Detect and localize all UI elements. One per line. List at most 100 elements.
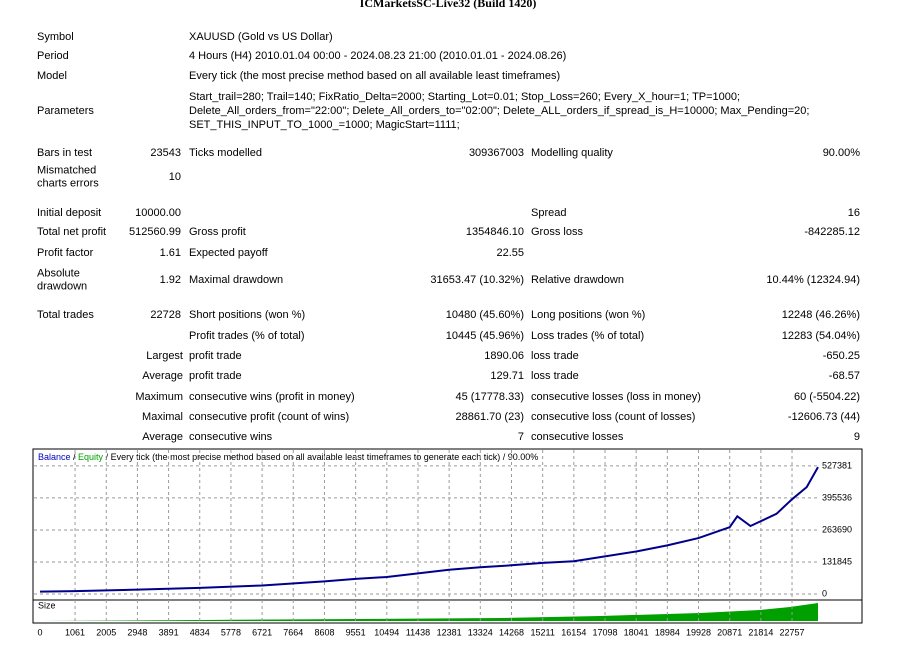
row-label: consecutive wins (profit in money) xyxy=(189,391,355,403)
row-label: SET_THIS_INPUT_TO_1000_=1000; MagicStart… xyxy=(189,119,460,131)
x-tick-label: 1061 xyxy=(65,627,85,637)
x-tick-label: 8608 xyxy=(314,627,334,637)
row-label: consecutive loss (count of losses) xyxy=(531,411,695,423)
row-label: Profit factor xyxy=(37,247,94,259)
row-label: 4 Hours (H4) 2010.01.04 00:00 - 2024.08.… xyxy=(189,50,566,62)
x-tick-label: 10494 xyxy=(374,627,399,637)
row-label: XAUUSD (Gold vs US Dollar) xyxy=(189,31,333,43)
row-value: 60 (-5504.22) xyxy=(794,391,860,403)
row-value: 31653.47 (10.32%) xyxy=(430,274,524,286)
row-label: Expected payoff xyxy=(189,247,269,259)
row-value: 10445 (45.96%) xyxy=(446,330,524,342)
x-tick-label: 17098 xyxy=(593,627,618,637)
x-tick-label: 5778 xyxy=(221,627,241,637)
row-prefix: Maximum xyxy=(135,391,183,403)
row-value: 10000.00 xyxy=(135,207,181,219)
row-value: -68.57 xyxy=(829,370,860,382)
row-prefix: Maximal xyxy=(142,411,183,423)
row-prefix: Average xyxy=(142,431,183,443)
row-label: Long positions (won %) xyxy=(531,309,645,321)
x-tick-label: 3891 xyxy=(159,627,179,637)
x-tick-label: 21814 xyxy=(748,627,773,637)
row-label: Model xyxy=(37,70,67,82)
row-label: Relative drawdown xyxy=(531,274,624,286)
row-label: Maximal drawdown xyxy=(189,274,283,286)
x-tick-label: 2948 xyxy=(127,627,147,637)
row-label: Absolute xyxy=(37,267,80,279)
row-value: 9 xyxy=(854,431,860,443)
x-tick-label: 16154 xyxy=(561,627,586,637)
x-tick-label: 0 xyxy=(37,627,42,637)
row-label: Short positions (won %) xyxy=(189,309,305,321)
row-label: Mismatched xyxy=(37,164,96,176)
row-value: 309367003 xyxy=(469,147,524,159)
row-label: profit trade xyxy=(189,370,242,382)
row-label: drawdown xyxy=(37,280,87,292)
row-value: 1890.06 xyxy=(484,350,524,362)
row-label: profit trade xyxy=(189,350,242,362)
report-title: ICMarketsSC-Live32 (Build 1420) xyxy=(360,0,537,10)
y-tick-label: 527381 xyxy=(822,460,852,470)
row-value: 512560.99 xyxy=(129,226,181,238)
row-label: Gross loss xyxy=(531,226,583,238)
x-tick-label: 7664 xyxy=(283,627,303,637)
legend-part: Balance xyxy=(38,452,71,462)
row-value: 1.61 xyxy=(160,247,181,259)
row-label: Bars in test xyxy=(37,147,92,159)
row-label: Parameters xyxy=(37,105,94,117)
graph-legend: Balance / Equity / Every tick (the most … xyxy=(38,452,538,462)
row-value: 12248 (46.26%) xyxy=(782,309,860,321)
row-label: Every tick (the most precise method base… xyxy=(189,70,560,82)
legend-part: Equity xyxy=(78,452,104,462)
row-value: -842285.12 xyxy=(804,226,860,238)
row-label: Period xyxy=(37,50,69,62)
x-tick-label: 15211 xyxy=(530,627,554,637)
x-tick-label: 18041 xyxy=(624,627,649,637)
row-label: consecutive profit (count of wins) xyxy=(189,411,349,423)
x-tick-label: 6721 xyxy=(252,627,272,637)
row-value: -12606.73 (44) xyxy=(788,411,860,423)
row-value: 129.71 xyxy=(490,370,524,382)
x-tick-label: 12381 xyxy=(437,627,462,637)
row-label: Modelling quality xyxy=(531,147,613,159)
row-label: Spread xyxy=(531,207,566,219)
row-value: 10.44% (12324.94) xyxy=(766,274,860,286)
graph-frame xyxy=(32,448,863,624)
row-value: 1354846.10 xyxy=(466,226,524,238)
x-tick-label: 9551 xyxy=(346,627,366,637)
legend-part: / xyxy=(71,452,79,462)
row-value: 1.92 xyxy=(160,274,181,286)
row-label: charts errors xyxy=(37,177,99,189)
x-tick-label: 18984 xyxy=(655,627,680,637)
y-tick-label: 263690 xyxy=(822,524,852,534)
size-area xyxy=(40,603,818,621)
row-value: -650.25 xyxy=(823,350,860,362)
row-label: Symbol xyxy=(37,31,74,43)
row-label: Loss trades (% of total) xyxy=(531,330,644,342)
balance-line xyxy=(39,466,819,593)
row-value: 10 xyxy=(169,171,181,183)
row-value: 16 xyxy=(848,207,860,219)
row-value: 23543 xyxy=(150,147,181,159)
x-tick-label: 13324 xyxy=(468,627,493,637)
row-label: loss trade xyxy=(531,370,579,382)
x-tick-label: 14268 xyxy=(499,627,524,637)
row-value: 10480 (45.60%) xyxy=(446,309,524,321)
row-value: 90.00% xyxy=(823,147,861,159)
x-tick-label: 20871 xyxy=(717,627,742,637)
legend-part: / Every tick (the most precise method ba… xyxy=(103,452,538,462)
row-label: Profit trades (% of total) xyxy=(189,330,305,342)
y-tick-label: 131845 xyxy=(822,556,852,566)
row-value: 22728 xyxy=(150,309,181,321)
y-tick-label: 0 xyxy=(822,588,827,598)
row-label: consecutive losses xyxy=(531,431,624,443)
row-label: consecutive losses (loss in money) xyxy=(531,391,701,403)
row-label: Total trades xyxy=(37,309,94,321)
row-label: Ticks modelled xyxy=(189,147,262,159)
x-tick-label: 19928 xyxy=(686,627,711,637)
row-value: 7 xyxy=(518,431,524,443)
x-tick-label: 11438 xyxy=(406,627,430,637)
row-prefix: Average xyxy=(142,370,183,382)
y-tick-label: 395536 xyxy=(822,492,852,502)
row-value: 12283 (54.04%) xyxy=(782,330,860,342)
